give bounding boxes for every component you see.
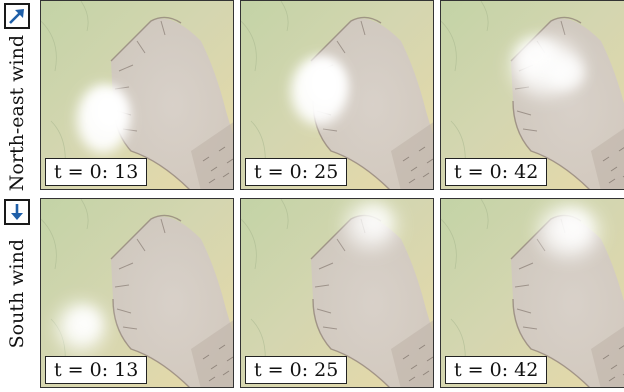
row-title: North-east wind	[6, 35, 28, 192]
map-panel: t = 0: 25	[240, 198, 434, 388]
map-panel: t = 0: 13	[40, 198, 234, 388]
arrow-south-icon	[4, 199, 30, 225]
row-label-south: South wind	[0, 196, 34, 392]
map-panel: t = 0: 25	[240, 0, 434, 190]
time-label: t = 0: 42	[445, 356, 548, 384]
time-label: t = 0: 13	[45, 356, 148, 384]
map-panel: t = 0: 42	[440, 198, 624, 388]
row-label-north-east: North-east wind	[0, 0, 34, 194]
time-label: t = 0: 25	[245, 356, 348, 384]
time-label: t = 0: 42	[445, 158, 548, 186]
time-label: t = 0: 25	[245, 158, 348, 186]
map-panel: t = 0: 42	[440, 0, 624, 190]
arrow-north-east-icon	[4, 3, 30, 29]
map-panel: t = 0: 13	[40, 0, 234, 190]
time-label: t = 0: 13	[45, 158, 148, 186]
row-title: South wind	[6, 239, 28, 349]
